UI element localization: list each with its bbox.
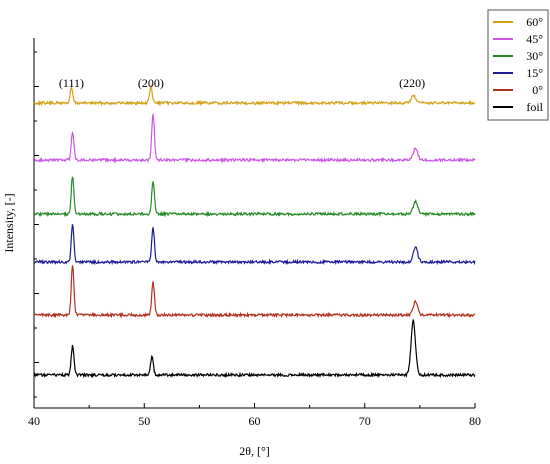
x-axis-label: 2θ, [°] (239, 444, 270, 458)
x-tick-label: 60 (249, 414, 261, 428)
x-tick-label: 50 (138, 414, 150, 428)
series-lines (33, 83, 476, 379)
legend-label: 30° (526, 49, 543, 63)
y-ticks (34, 51, 39, 398)
peak-label: (220) (399, 76, 425, 90)
x-tick-label: 40 (28, 414, 40, 428)
legend-label: 45° (526, 32, 543, 46)
x-ticks: 40 50 60 70 80 (28, 403, 481, 428)
legend-label: 0° (532, 83, 543, 97)
series-line (33, 265, 476, 319)
peak-label: (111) (59, 76, 84, 90)
legend: 60° 45° 30° 15° 0° foil (487, 9, 549, 121)
series-line (33, 83, 476, 107)
series-line (33, 319, 476, 379)
legend-label: foil (526, 100, 543, 114)
series-line (33, 224, 476, 266)
legend-label: 15° (526, 66, 543, 80)
series-line (33, 114, 476, 164)
legend-label: 60° (526, 15, 543, 29)
plot-area (33, 38, 475, 409)
x-tick-label: 80 (469, 414, 481, 428)
peak-labels: (111) (200) (220) (59, 76, 425, 90)
y-axis-label: Intensity, [-] (2, 193, 16, 252)
series-line (33, 176, 476, 218)
peak-label: (200) (138, 76, 164, 90)
legend-box (487, 9, 549, 121)
x-tick-label: 70 (359, 414, 371, 428)
